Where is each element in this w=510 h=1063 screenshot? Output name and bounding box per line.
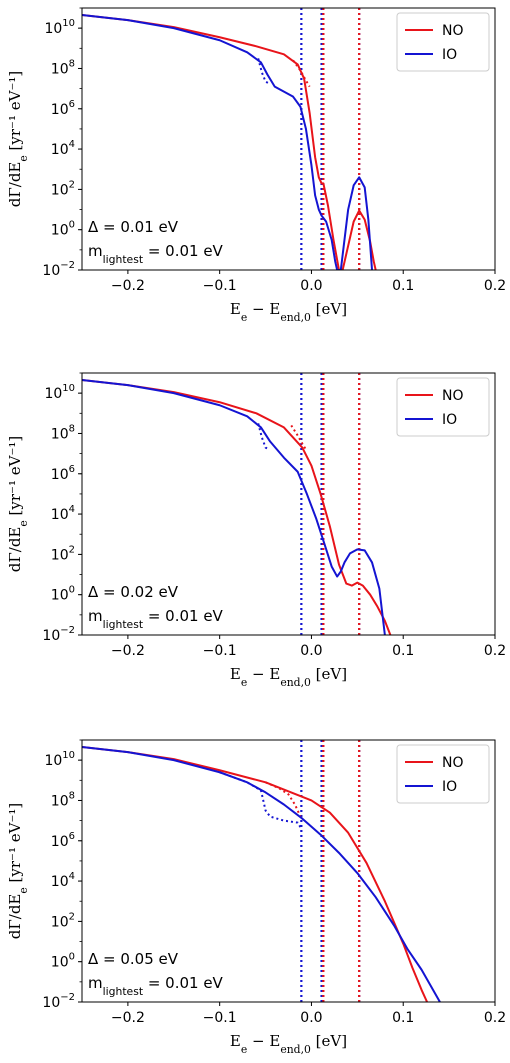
series-no-dotted (292, 59, 311, 88)
x-tick-label: 0.2 (484, 1010, 506, 1026)
y-tick-label: 102 (51, 911, 75, 930)
y-axis-label: dΓ/dEe [yr⁻¹ eV⁻¹] (6, 71, 30, 208)
y-tick-label: 102 (51, 179, 75, 198)
legend: NO IO (396, 744, 490, 804)
x-tick-label: −0.2 (111, 1010, 145, 1026)
legend-label-io: IO (442, 47, 457, 63)
chart-panel-2: −0.2 −0.1 0.0 0.1 0.2 10−2 100 102 104 106 108 1010… (6, 372, 506, 689)
legend-label-io: IO (442, 779, 457, 795)
legend-box (396, 744, 490, 804)
legend-label-no: NO (442, 755, 464, 771)
y-tick-label: 106 (51, 464, 75, 483)
y-tick-label: 108 (51, 58, 75, 77)
legend-label-no: NO (442, 388, 464, 404)
y-tick-label: 1010 (44, 750, 75, 769)
x-axis-label: Ee − Eend,0 [eV] (230, 1032, 347, 1056)
series-no-solid (82, 379, 392, 635)
legend-box (396, 12, 490, 72)
series-io-solid (82, 746, 441, 1002)
x-tick-label: 0.1 (392, 278, 414, 294)
series-no-solid (82, 14, 377, 270)
plot-area (82, 740, 441, 1002)
series-io-solid (82, 14, 374, 270)
y-tick-label: 10−2 (42, 992, 75, 1011)
plot-area (82, 8, 377, 270)
x-tick-label: 0.0 (300, 1010, 322, 1026)
x-tick-label: 0.1 (392, 1010, 414, 1026)
y-tick-label: 104 (51, 504, 75, 523)
axes-frame (81, 739, 496, 1003)
x-tick-label: 0.2 (484, 278, 506, 294)
y-tick-label: 108 (51, 790, 75, 809)
annotation-line-1: Δ = 0.01 eV (88, 218, 179, 236)
y-axis-label: dΓ/dEe [yr⁻¹ eV⁻¹] (6, 436, 30, 573)
legend-label-no: NO (442, 23, 464, 39)
y-tick-label: 106 (51, 99, 75, 118)
x-tick-label: 0.1 (392, 643, 414, 659)
y-tick-label: 100 (51, 952, 75, 971)
annotation-line-2: mlightest = 0.01 eV (88, 242, 224, 266)
y-tick-label: 102 (51, 544, 75, 563)
x-tick-label: −0.1 (203, 278, 237, 294)
chart-panel-1: −0.2 −0.1 0.0 0.1 0.2 10−2 100 102 104 106 108 1010… (6, 7, 506, 324)
chart-panel-3: −0.2 −0.1 0.0 0.1 0.2 10−2 100 102 104 106 108 1010… (6, 739, 506, 1056)
y-axis-label: dΓ/dEe [yr⁻¹ eV⁻¹] (6, 803, 30, 940)
y-tick-label: 108 (51, 423, 75, 442)
x-tick-label: −0.1 (203, 643, 237, 659)
annotation-line-2: mlightest = 0.01 eV (88, 974, 224, 998)
x-tick-label: −0.2 (111, 643, 145, 659)
series-no-solid (82, 746, 429, 1002)
legend: NO IO (396, 377, 490, 437)
x-axis-label: Ee − Eend,0 [eV] (230, 300, 347, 324)
legend: NO IO (396, 12, 490, 72)
legend-box (396, 377, 490, 437)
y-tick-label: 1010 (44, 18, 75, 37)
series-io-solid (82, 379, 386, 635)
series-io-dotted (219, 771, 303, 830)
y-tick-label: 10−2 (42, 260, 75, 279)
x-tick-label: −0.1 (203, 1010, 237, 1026)
y-tick-label: 1010 (44, 383, 75, 402)
y-tick-label: 104 (51, 139, 75, 158)
annotation-line-2: mlightest = 0.01 eV (88, 607, 224, 631)
axes-frame (81, 7, 496, 271)
y-tick-label: 100 (51, 585, 75, 604)
y-tick-label: 104 (51, 871, 75, 890)
series-no-dotted (265, 781, 303, 820)
series-no-dotted (290, 424, 307, 451)
series-io-dotted (257, 58, 270, 85)
x-tick-label: 0.2 (484, 643, 506, 659)
plot-area (82, 373, 392, 635)
annotation-line-1: Δ = 0.02 eV (88, 583, 179, 601)
annotation-line-1: Δ = 0.05 eV (88, 950, 179, 968)
legend-label-io: IO (442, 412, 457, 428)
x-tick-label: 0.0 (300, 643, 322, 659)
y-tick-label: 106 (51, 831, 75, 850)
x-axis-label: Ee − Eend,0 [eV] (230, 665, 347, 689)
axes-frame (81, 372, 496, 636)
x-tick-label: 0.0 (300, 278, 322, 294)
x-tick-label: −0.2 (111, 278, 145, 294)
y-tick-label: 10−2 (42, 625, 75, 644)
y-tick-label: 100 (51, 220, 75, 239)
